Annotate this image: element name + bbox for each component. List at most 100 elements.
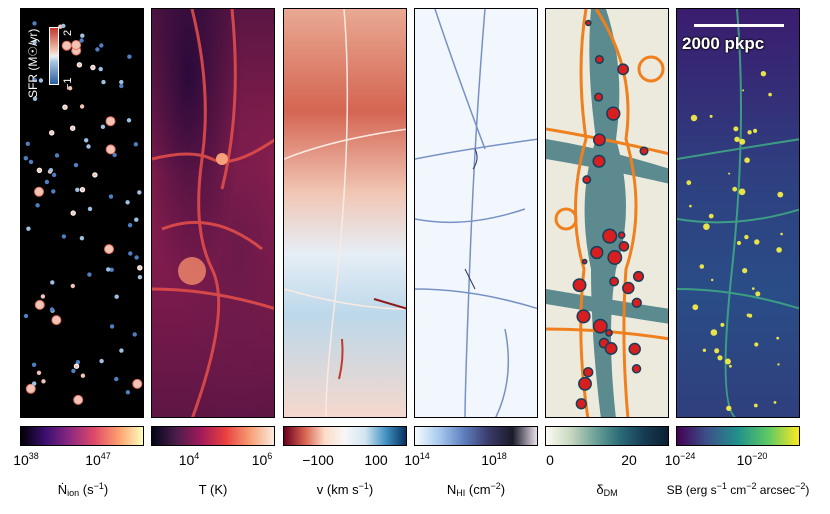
halo-blob <box>604 342 618 355</box>
ionizing-source <box>75 360 81 365</box>
halo-blob <box>632 270 645 282</box>
emission-knot <box>776 247 782 253</box>
ionizing-source <box>106 267 111 272</box>
ionizing-source <box>132 378 143 389</box>
ionizing-source <box>36 167 43 174</box>
ionizing-source <box>50 280 55 285</box>
halo-blob <box>622 281 635 295</box>
tick-hi-column-density-1: 1014 <box>404 451 430 469</box>
sfr-label: SFR (M☉/yr) <box>26 28 40 98</box>
ionizing-source <box>133 142 138 147</box>
emission-knot <box>753 403 758 408</box>
ionizing-rate-panel <box>20 8 144 418</box>
halo-blob <box>594 92 604 102</box>
emission-knot <box>702 348 707 352</box>
halo-blob <box>618 241 630 252</box>
ionizing-source <box>109 324 115 329</box>
tick-dm-overdensity-2: 20 <box>621 452 637 468</box>
ionizing-source <box>108 194 114 199</box>
emission-knot <box>780 232 783 236</box>
ionizing-source <box>134 217 139 222</box>
tick-surface-brightness-1: 10−24 <box>664 451 696 469</box>
ionizing-source <box>137 265 143 271</box>
ionizing-source <box>25 141 30 146</box>
ionizing-source <box>134 255 139 260</box>
emission-knot <box>734 136 740 142</box>
emission-knot <box>747 130 752 135</box>
halo-blob <box>617 231 626 239</box>
ionizing-source <box>90 64 96 71</box>
emission-knot <box>710 329 718 336</box>
ionizing-source <box>73 394 84 405</box>
halo-blob <box>594 54 604 65</box>
dm-overdensity-map <box>546 9 668 417</box>
colorbar-surface-brightness <box>676 426 800 446</box>
emission-knot <box>709 114 713 118</box>
ionizing-source <box>31 362 37 367</box>
halo-blob <box>639 146 649 156</box>
temperature-panel <box>151 8 275 418</box>
halo-blob <box>617 63 630 76</box>
ionizing-source <box>32 381 37 386</box>
ionizing-source <box>36 370 42 375</box>
ionizing-source <box>70 283 75 289</box>
halo-blob <box>585 19 592 27</box>
ionizing-source <box>54 153 60 158</box>
ionizing-source <box>71 368 76 374</box>
ionizing-source <box>32 21 37 26</box>
ionizing-source <box>61 234 67 239</box>
emission-knot <box>760 71 767 77</box>
ionizing-source <box>41 379 46 384</box>
ionizing-source <box>99 358 104 364</box>
ionizing-source <box>44 179 50 185</box>
ionizing-source <box>62 104 68 110</box>
ionizing-source <box>23 156 28 161</box>
tick-temperature-2: 106 <box>251 451 273 469</box>
label-temperature: T (K) <box>198 482 228 497</box>
halo-blob <box>578 376 592 391</box>
label-velocity: v (km s−1) <box>316 481 374 498</box>
sfr-tick-top: 2 <box>62 29 74 36</box>
ionizing-source <box>137 190 142 195</box>
emission-knot <box>689 204 692 208</box>
ionizing-source <box>125 390 131 395</box>
ionizing-source <box>119 348 124 353</box>
emission-knot <box>755 291 761 297</box>
ionizing-source <box>61 23 66 29</box>
ionizing-source <box>51 189 56 194</box>
halo-blob <box>582 175 592 185</box>
emission-knot <box>744 157 750 163</box>
emission-knot <box>752 287 755 290</box>
velocity-map <box>284 9 406 417</box>
ionizing-source <box>132 332 137 337</box>
ionizing-source <box>79 187 86 193</box>
ionizing-source <box>95 47 100 52</box>
ionizing-source <box>119 83 124 89</box>
temperature-map <box>152 9 274 417</box>
velocity-panel <box>283 8 407 418</box>
emission-knot <box>711 278 714 282</box>
ionizing-source <box>128 251 133 256</box>
ionizing-source <box>34 186 44 197</box>
emission-knot <box>748 313 753 318</box>
halo-blob <box>606 106 621 121</box>
label-ionizing-rate: Ṅion (s−1) <box>57 481 109 498</box>
halo-blob <box>592 133 606 147</box>
ionizing-source <box>25 383 36 394</box>
emission-knot <box>742 268 748 274</box>
emission-knot <box>703 223 710 230</box>
label-dm-overdensity: δDM <box>596 482 618 498</box>
ionizing-source <box>87 206 93 212</box>
ionizing-source <box>49 307 55 312</box>
ionizing-source <box>70 125 76 131</box>
ionizing-source <box>67 86 73 91</box>
tick-dm-overdensity-1: 0 <box>546 452 554 468</box>
ionizing-source <box>114 376 119 382</box>
emission-knot <box>744 234 749 240</box>
emission-knot <box>753 128 758 133</box>
ionizing-source <box>125 200 130 205</box>
ionizing-source <box>92 172 98 178</box>
scale-label: 2000 pkpc <box>682 34 765 53</box>
ionizing-source <box>119 79 124 85</box>
emission-knot <box>717 355 723 361</box>
